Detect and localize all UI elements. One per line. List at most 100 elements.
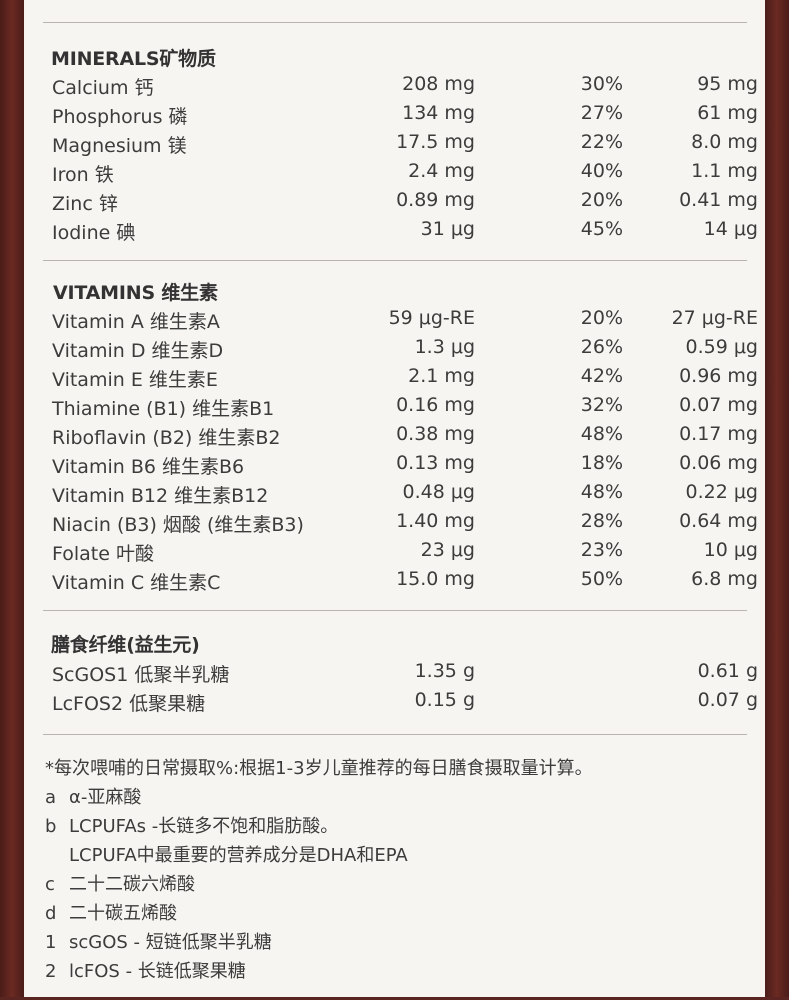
per-100-amount: 0.64 mg xyxy=(679,510,758,532)
table-row: Vitamin C 维生素C 15.0 mg 50% 6.8 mg xyxy=(27,568,760,597)
table-row: Folate 叶酸 23 μg 23% 10 μg xyxy=(27,539,760,568)
nutrient-name: Phosphorus 磷 xyxy=(52,106,188,128)
footnote-text: α-亚麻酸 xyxy=(69,787,142,808)
per-serving-amount: 31 μg xyxy=(420,218,475,240)
table-row: Vitamin B12 维生素B12 0.48 μg 48% 0.22 μg xyxy=(27,481,760,510)
per-100-amount: 1.1 mg xyxy=(691,160,758,182)
table-row: Iron 铁 2.4 mg 40% 1.1 mg xyxy=(27,160,760,189)
footnote-text: LCPUFA中最重要的营养成分是DHA和EPA xyxy=(69,845,408,866)
divider xyxy=(43,22,747,23)
nutrient-name: Vitamin B12 维生素B12 xyxy=(52,485,269,507)
per-100-amount: 0.59 μg xyxy=(685,336,759,358)
daily-intake-percent: 20% xyxy=(580,189,623,211)
daily-intake-percent: 45% xyxy=(580,218,623,240)
per-serving-amount: 0.38 mg xyxy=(396,423,475,445)
frame-right xyxy=(765,0,789,1000)
per-serving-amount: 2.4 mg xyxy=(408,160,475,182)
table-row: Thiamine (B1) 维生素B1 0.16 mg 32% 0.07 mg xyxy=(27,394,760,423)
nutrient-name: Vitamin C 维生素C xyxy=(52,572,221,594)
per-100-amount: 0.17 mg xyxy=(679,423,758,445)
footnote-text: scGOS - 短链低聚半乳糖 xyxy=(69,932,272,953)
nutrient-name: Vitamin B6 维生素B6 xyxy=(52,456,245,478)
per-100-amount: 6.8 mg xyxy=(691,568,758,590)
per-serving-amount: 59 μg-RE xyxy=(388,307,475,329)
table-row: Iodine 碘 31 μg 45% 14 μg xyxy=(27,218,760,247)
table-row: Zinc 锌 0.89 mg 20% 0.41 mg xyxy=(27,189,760,218)
per-100-amount: 0.41 mg xyxy=(679,189,758,211)
per-serving-amount: 0.13 mg xyxy=(396,452,475,474)
footnote-item: c 二十二碳六烯酸 xyxy=(45,870,195,896)
divider xyxy=(43,734,747,735)
daily-intake-percent: 27% xyxy=(580,102,623,124)
per-serving-amount: 0.89 mg xyxy=(396,189,475,211)
per-serving-amount: 17.5 mg xyxy=(396,131,475,153)
per-100-amount: 0.22 μg xyxy=(685,481,759,503)
footnote-item: a α-亚麻酸 xyxy=(45,783,141,809)
footnote-item: 1 scGOS - 短链低聚半乳糖 xyxy=(45,928,272,954)
footnote-key: a xyxy=(45,787,57,808)
footnote-star: *每次喂哺的日常摄取%:根据1-3岁儿童推荐的每日膳食摄取量计算。 xyxy=(45,758,593,779)
footnote-item: b LCPUFAs -长链多不饱和脂肪酸。 xyxy=(45,812,338,838)
daily-intake-percent: 32% xyxy=(580,394,623,416)
per-100-amount: 0.61 g xyxy=(697,660,758,682)
per-serving-amount: 15.0 mg xyxy=(396,568,475,590)
per-serving-amount: 208 mg xyxy=(402,73,475,95)
nutrient-name: Magnesium 镁 xyxy=(52,135,187,157)
daily-intake-percent: 23% xyxy=(580,539,623,561)
per-100-amount: 0.07 g xyxy=(697,689,758,711)
per-serving-amount: 1.35 g xyxy=(414,660,475,682)
nutrient-name: ScGOS1 低聚半乳糖 xyxy=(52,664,230,686)
footnote-text: 二十碳五烯酸 xyxy=(69,903,177,924)
footnote-key: c xyxy=(45,874,55,895)
per-100-amount: 27 μg-RE xyxy=(671,307,758,329)
table-row: Vitamin A 维生素A 59 μg-RE 20% 27 μg-RE xyxy=(27,307,760,336)
nutrient-name: Iodine 碘 xyxy=(52,222,136,244)
table-row: Vitamin E 维生素E 2.1 mg 42% 0.96 mg xyxy=(27,365,760,394)
table-row: ScGOS1 低聚半乳糖 1.35 g 0.61 g xyxy=(27,660,760,689)
daily-intake-percent: 20% xyxy=(580,307,623,329)
nutrient-name: Iron 铁 xyxy=(52,164,114,186)
table-row: Niacin (B3) 烟酸 (维生素B3) 1.40 mg 28% 0.64 mg xyxy=(27,510,760,539)
nutrient-name: Vitamin A 维生素A xyxy=(52,311,220,333)
footnote-key: b xyxy=(45,816,57,837)
table-row: Vitamin B6 维生素B6 0.13 mg 18% 0.06 mg xyxy=(27,452,760,481)
footnote-key: d xyxy=(45,903,57,924)
footnote-text: LCPUFAs -长链多不饱和脂肪酸。 xyxy=(69,816,339,837)
table-row: Calcium 钙 208 mg 30% 95 mg xyxy=(27,73,760,102)
per-serving-amount: 2.1 mg xyxy=(408,365,475,387)
per-100-amount: 0.07 mg xyxy=(679,394,758,416)
per-100-amount: 8.0 mg xyxy=(691,131,758,153)
fiber-title: 膳食纤维(益生元) xyxy=(51,634,200,656)
footnote-key: 2 xyxy=(45,961,57,982)
daily-intake-percent: 26% xyxy=(580,336,623,358)
per-serving-amount: 0.16 mg xyxy=(396,394,475,416)
footnote-text: lcFOS - 长链低聚果糖 xyxy=(69,961,246,982)
minerals-title: MINERALS矿物质 xyxy=(51,48,216,70)
footnote-item: LCPUFA中最重要的营养成分是DHA和EPA xyxy=(45,841,408,867)
vitamins-title: VITAMINS 维生素 xyxy=(53,282,218,304)
nutrient-name: Thiamine (B1) 维生素B1 xyxy=(52,398,275,420)
per-100-amount: 10 μg xyxy=(703,539,758,561)
nutrient-name: Zinc 锌 xyxy=(52,193,118,215)
divider xyxy=(43,260,747,261)
nutrient-name: Folate 叶酸 xyxy=(52,543,154,565)
nutrient-name: Vitamin D 维生素D xyxy=(52,340,224,362)
nutrient-name: Riboflavin (B2) 维生素B2 xyxy=(52,427,281,449)
daily-intake-percent: 48% xyxy=(580,423,623,445)
frame-bottom xyxy=(0,997,789,1000)
daily-intake-percent: 22% xyxy=(580,131,623,153)
per-100-amount: 0.96 mg xyxy=(679,365,758,387)
nutrient-name: Vitamin E 维生素E xyxy=(52,369,218,391)
daily-intake-percent: 40% xyxy=(580,160,623,182)
nutrient-name: Niacin (B3) 烟酸 (维生素B3) xyxy=(52,514,304,536)
nutrition-panel: MINERALS矿物质 Calcium 钙 208 mg 30% 95 mg Phosp… xyxy=(27,0,760,997)
daily-intake-percent: 42% xyxy=(580,365,623,387)
nutrient-name: LcFOS2 低聚果糖 xyxy=(52,693,206,715)
daily-intake-percent: 28% xyxy=(580,510,623,532)
per-serving-amount: 0.15 g xyxy=(414,689,475,711)
per-100-amount: 95 mg xyxy=(697,73,758,95)
daily-intake-percent: 30% xyxy=(580,73,623,95)
per-serving-amount: 1.3 μg xyxy=(414,336,475,358)
table-row: LcFOS2 低聚果糖 0.15 g 0.07 g xyxy=(27,689,760,718)
per-serving-amount: 134 mg xyxy=(402,102,475,124)
